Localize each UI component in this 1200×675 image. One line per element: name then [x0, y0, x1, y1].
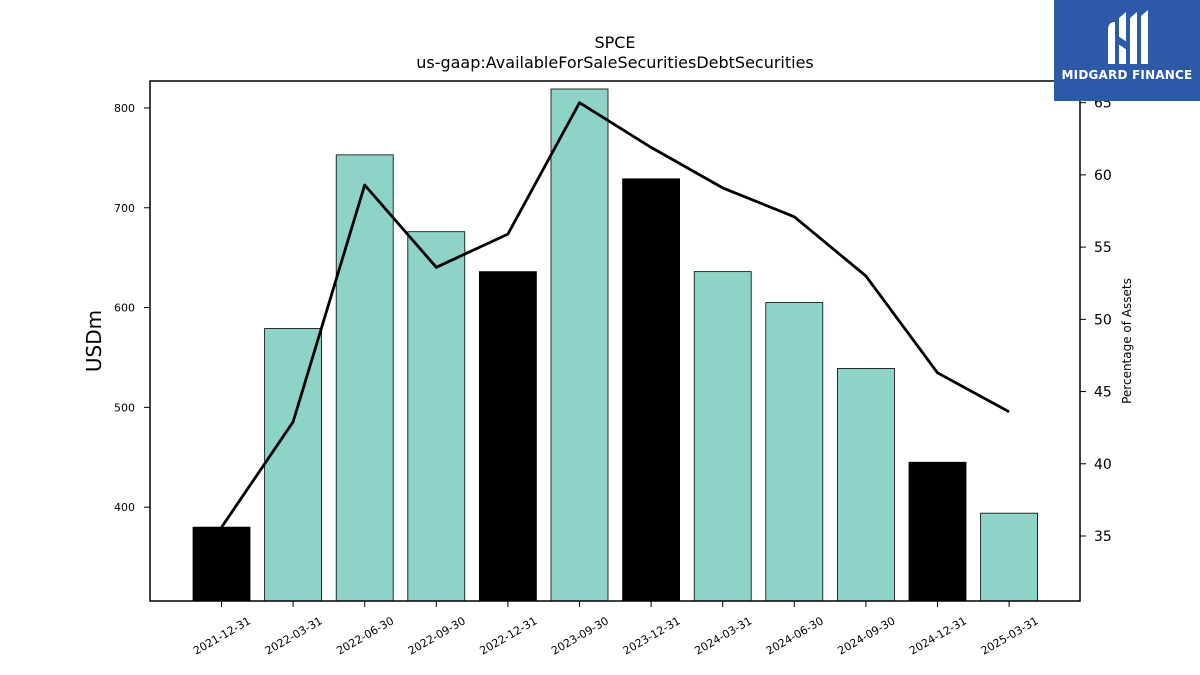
right-axis-label: Percentage of Assets [1120, 278, 1134, 404]
x-tick-label: 2023-12-31 [621, 614, 683, 657]
left-tick-label: 600 [114, 302, 135, 315]
bar-2021-12-31 [192, 526, 251, 602]
bar-2024-03-31 [693, 271, 752, 602]
line-group [220, 101, 1010, 529]
logo-badge: MIDGARD FINANCE [1054, 0, 1200, 101]
x-tick-label: 2025-03-31 [979, 614, 1041, 657]
bar-2022-06-30 [335, 154, 394, 602]
x-tick-label: 2022-12-31 [478, 614, 540, 657]
left-tick-label: 500 [114, 401, 135, 414]
bar-2023-09-30 [550, 88, 609, 602]
bar-2022-09-30 [407, 231, 466, 602]
bar-2022-03-31 [264, 328, 323, 602]
x-tick-label: 2024-09-30 [836, 614, 898, 657]
logo-text: MIDGARD FINANCE [1061, 68, 1193, 82]
chart-subtitle: us-gaap:AvailableForSaleSecuritiesDebtSe… [416, 53, 814, 72]
chart-title: SPCE [594, 33, 635, 52]
right-tick-label: 35 [1094, 529, 1112, 545]
series-line [220, 101, 1010, 529]
x-tick-label: 2022-03-31 [263, 614, 325, 657]
x-tick-label: 2022-09-30 [406, 614, 468, 657]
x-tick-label: 2024-03-31 [692, 614, 754, 657]
x-tick-label: 2023-09-30 [549, 614, 611, 657]
left-tick-label: 700 [114, 202, 135, 215]
bar-2025-03-31 [980, 512, 1038, 602]
bar-2024-06-30 [765, 302, 824, 602]
left-axis: 400 500 600 700 800 [114, 102, 150, 514]
bar-2023-12-31 [622, 178, 680, 602]
x-tick-label: 2022-06-30 [334, 614, 396, 657]
right-tick-label: 60 [1094, 168, 1112, 184]
logo-mark-icon [1108, 10, 1148, 64]
bar-2022-12-31 [478, 271, 537, 602]
left-tick-label: 800 [114, 102, 135, 115]
right-tick-label: 45 [1094, 385, 1112, 401]
x-tick-label: 2021-12-31 [191, 614, 253, 657]
right-tick-label: 40 [1094, 457, 1112, 473]
x-tick-label: 2024-06-30 [764, 614, 826, 657]
plot-frame [149, 80, 1081, 602]
bars-group [192, 88, 1038, 602]
left-axis-label: USDm [82, 310, 106, 372]
x-axis: 2021-12-31 2022-03-31 2022-06-30 2022-09-30… [191, 601, 1041, 658]
right-tick-label: 55 [1094, 240, 1112, 256]
left-tick-label: 400 [114, 501, 135, 514]
x-tick-label: 2024-12-31 [907, 614, 969, 657]
right-tick-label: 50 [1094, 312, 1112, 328]
bar-2024-09-30 [837, 368, 895, 602]
bar-2024-12-31 [908, 461, 967, 602]
